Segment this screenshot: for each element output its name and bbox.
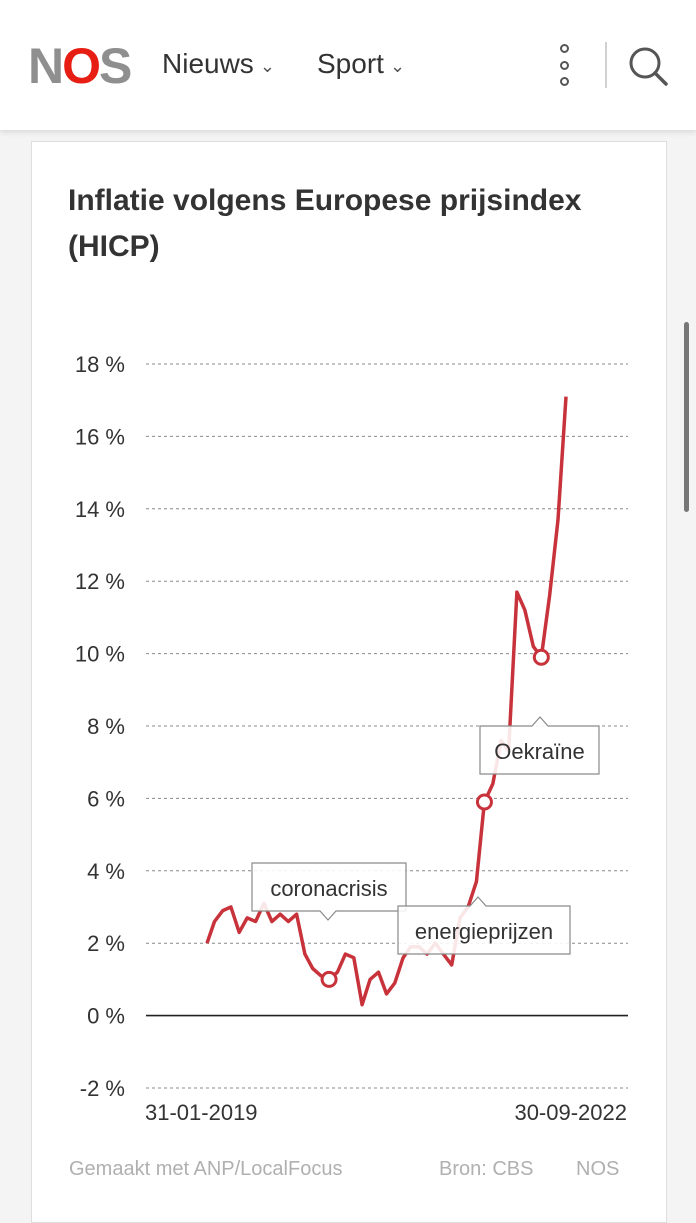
- annotation-energieprijzen: energieprijzen: [397, 793, 571, 955]
- y-tick-label: 2 %: [87, 931, 125, 956]
- top-navigation-bar: NOS Nieuws ⌄ Sport ⌄: [0, 0, 696, 130]
- more-vertical-icon[interactable]: [552, 44, 576, 86]
- y-tick-label: 16 %: [75, 424, 125, 449]
- logo-letter-o: O: [62, 38, 101, 94]
- annotation-box: [251, 862, 407, 921]
- y-tick-label: 14 %: [75, 497, 125, 522]
- x-tick-label-start: 31-01-2019: [145, 1100, 258, 1125]
- y-tick-label: -2 %: [80, 1076, 125, 1101]
- logo-letter-n: N: [28, 38, 64, 94]
- footer-made-with[interactable]: Gemaakt met ANP/LocalFocus: [69, 1158, 343, 1180]
- nav-sport-label: Sport: [317, 48, 384, 79]
- y-tick-label: 4 %: [87, 859, 125, 884]
- annotation-label: coronacrisis: [270, 876, 387, 901]
- logo-letter-s: S: [99, 38, 132, 94]
- annotation-marker[interactable]: [320, 970, 338, 988]
- y-tick-label: 8 %: [87, 714, 125, 739]
- y-tick-label: 10 %: [75, 642, 125, 667]
- nos-logo[interactable]: NOS: [28, 36, 132, 96]
- chart-title: Inflatie volgens Europese prijsindex (HI…: [68, 184, 582, 263]
- scrollbar[interactable]: [684, 322, 689, 512]
- annotation-box: [479, 716, 600, 775]
- y-tick-label: 18 %: [75, 352, 125, 377]
- nav-nieuws-label: Nieuws: [162, 48, 254, 79]
- annotation-label: Oekraïne: [494, 739, 585, 764]
- y-tick-label: 0 %: [87, 1004, 125, 1029]
- nav-nieuws[interactable]: Nieuws ⌄: [162, 48, 275, 80]
- annotation-Oekraïne: Oekraïne: [479, 648, 600, 775]
- header-divider: [605, 42, 607, 88]
- chart-card: [31, 141, 667, 1223]
- annotation-box: [397, 896, 571, 955]
- annotation-label: energieprijzen: [415, 919, 553, 944]
- y-tick-label: 12 %: [75, 569, 125, 594]
- annotation-marker[interactable]: [475, 793, 493, 811]
- annotation-marker[interactable]: [532, 648, 550, 666]
- annotation-coronacrisis: coronacrisis: [251, 862, 407, 988]
- chevron-down-icon: ⌄: [259, 55, 275, 76]
- chevron-down-icon: ⌄: [389, 55, 406, 76]
- search-icon[interactable]: [626, 44, 670, 88]
- x-tick-label-end: 30-09-2022: [514, 1100, 627, 1125]
- footer-brand: NOS: [576, 1158, 620, 1180]
- nav-sport[interactable]: Sport ⌄: [317, 48, 405, 80]
- footer-source: Bron: CBS: [439, 1158, 534, 1180]
- y-tick-label: 6 %: [87, 786, 125, 811]
